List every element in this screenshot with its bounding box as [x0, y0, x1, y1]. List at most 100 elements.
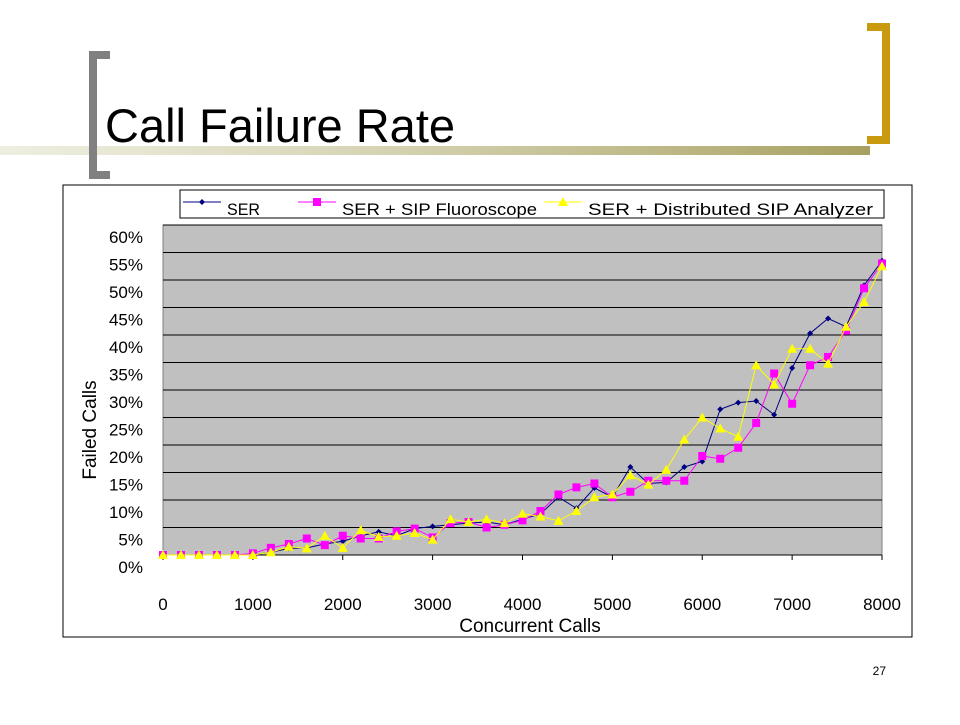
marker — [751, 360, 762, 370]
x-tick-label: 6000 — [683, 595, 721, 614]
x-tick-label: 0 — [158, 595, 167, 614]
marker — [356, 534, 365, 543]
marker — [499, 518, 510, 528]
marker — [807, 330, 814, 337]
legend-label: SER + SIP Fluoroscope — [342, 200, 537, 219]
marker — [877, 261, 887, 271]
legend-box — [179, 189, 885, 219]
marker — [789, 365, 796, 371]
marker — [535, 511, 546, 521]
marker — [643, 479, 654, 489]
y-tick-label: 10% — [109, 503, 143, 522]
marker — [572, 483, 581, 492]
chart: 0% 5% 10% 15% 20% 25% 30% 35% 40% 45% 50% 55% 60% 0 10… — [80, 189, 901, 637]
y-tick-label: 5% — [118, 531, 143, 550]
y-tick-label: 60% — [109, 228, 143, 247]
marker — [554, 490, 563, 499]
marker — [517, 508, 528, 518]
marker — [698, 452, 707, 460]
marker — [825, 315, 832, 322]
marker — [338, 531, 347, 540]
page-number: 27 — [873, 664, 887, 678]
marker — [481, 514, 492, 524]
x-tick-label: 4000 — [504, 595, 542, 614]
marker — [859, 297, 870, 306]
y-tick-label: 0% — [118, 558, 143, 577]
y-tick-label: 20% — [109, 448, 143, 467]
right-bracket — [867, 23, 890, 144]
marker — [373, 531, 384, 541]
marker — [769, 379, 780, 389]
marker — [211, 550, 222, 559]
legend-label: SER — [227, 200, 260, 219]
marker — [788, 399, 797, 408]
marker — [717, 406, 724, 413]
x-tick-label: 7000 — [773, 595, 811, 614]
marker — [735, 399, 742, 406]
legend-label: SER + Distributed SIP Analyzer — [588, 200, 873, 219]
marker — [518, 516, 527, 525]
marker — [753, 398, 760, 404]
marker — [823, 358, 834, 368]
marker — [158, 550, 168, 559]
marker — [626, 487, 635, 496]
marker — [175, 550, 186, 559]
y-axis-label: Failed Calls — [80, 380, 101, 479]
y-tick-label: 25% — [109, 421, 143, 440]
marker — [627, 464, 634, 470]
marker — [265, 547, 276, 557]
y-tick-label: 35% — [109, 366, 143, 385]
marker — [482, 523, 491, 532]
x-tick-label: 2000 — [324, 595, 362, 614]
x-axis-label: Concurrent Calls — [459, 616, 601, 637]
marker — [771, 411, 778, 418]
y-tick-label: 50% — [109, 283, 143, 302]
y-tick-label: 40% — [109, 338, 143, 357]
marker — [247, 550, 258, 559]
y-tick-label: 30% — [109, 393, 143, 412]
marker — [283, 541, 294, 551]
marker — [824, 353, 833, 361]
x-tick-label: 3000 — [414, 595, 452, 614]
marker — [319, 530, 330, 540]
marker — [733, 431, 744, 441]
y-tick-label: 15% — [109, 476, 143, 495]
marker — [662, 476, 671, 485]
marker — [302, 534, 311, 543]
marker — [558, 197, 568, 206]
marker — [607, 489, 618, 499]
marker — [679, 434, 690, 444]
marker — [429, 523, 436, 530]
marker — [787, 343, 798, 353]
marker — [734, 443, 743, 452]
marker — [841, 321, 852, 331]
marker — [589, 492, 600, 502]
marker — [301, 543, 312, 553]
marker — [716, 454, 725, 463]
marker — [199, 199, 205, 205]
marker — [661, 464, 672, 474]
marker — [681, 464, 688, 470]
x-tick-label: 1000 — [234, 595, 272, 614]
marker — [409, 528, 420, 537]
marker — [355, 525, 366, 535]
marker — [770, 369, 779, 378]
marker — [860, 284, 869, 293]
marker — [590, 479, 599, 488]
x-tick-label: 5000 — [593, 595, 631, 614]
marker — [193, 550, 204, 559]
marker — [553, 515, 564, 525]
marker — [427, 534, 438, 544]
marker — [680, 476, 689, 485]
marker — [571, 506, 582, 515]
left-bracket — [89, 51, 110, 179]
marker — [337, 542, 348, 552]
title-rule — [0, 146, 870, 155]
x-tick-label: 8000 — [863, 595, 901, 614]
marker — [625, 470, 636, 480]
marker — [806, 361, 815, 370]
marker — [715, 423, 726, 433]
slide-title: Call Failure Rate — [105, 99, 455, 152]
y-tick-label: 55% — [109, 256, 143, 275]
